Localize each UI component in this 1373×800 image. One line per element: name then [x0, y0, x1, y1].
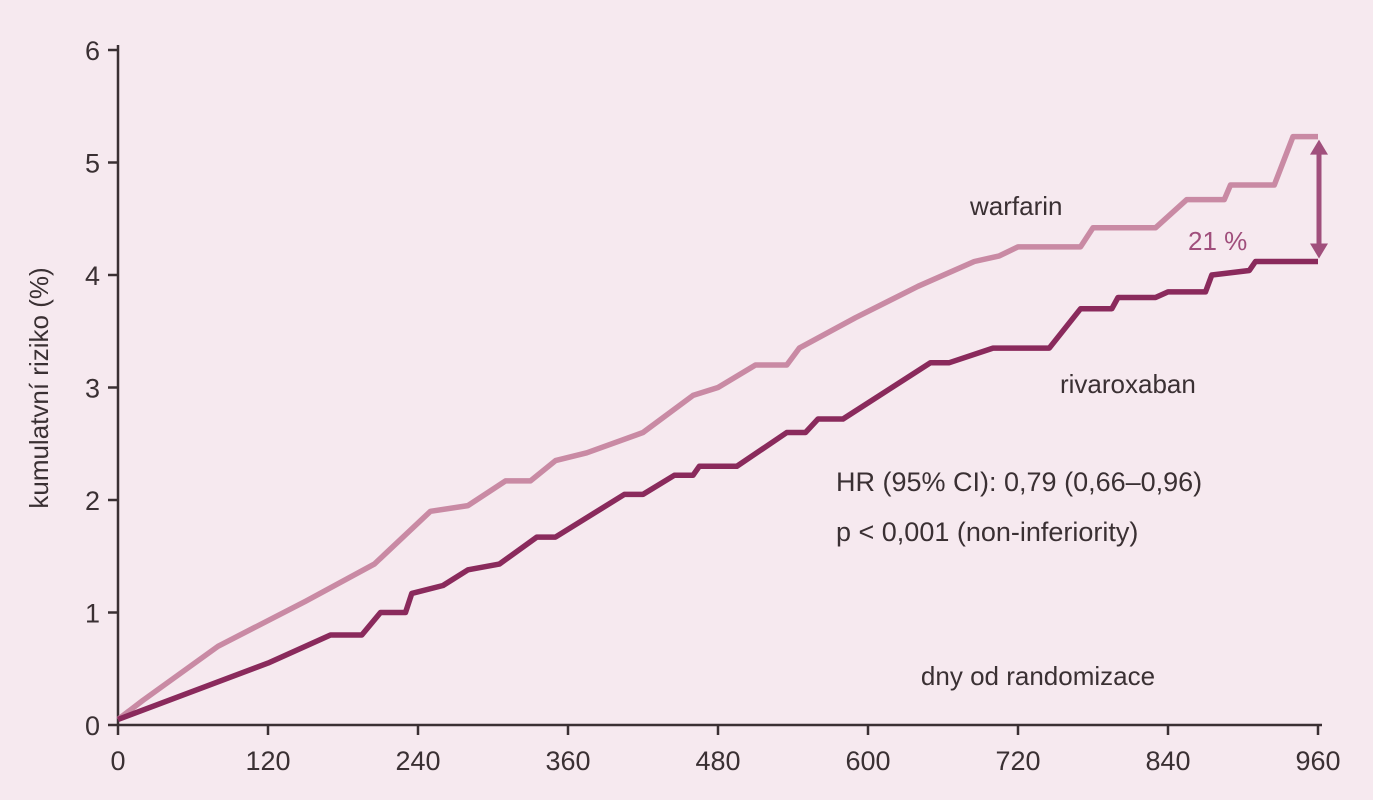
series-line-warfarin: [116, 133, 1318, 722]
x-tick-label: 720: [995, 746, 1040, 776]
difference-label: 21 %: [1188, 226, 1247, 256]
x-tick-label: 360: [545, 746, 590, 776]
y-tick-label: 4: [85, 261, 100, 291]
difference-arrow-head-up: [1310, 139, 1328, 155]
series-label-warfarin: warfarin: [969, 191, 1062, 221]
y-tick-label: 5: [85, 149, 100, 179]
y-tick-label: 3: [85, 374, 100, 404]
hazard-ratio-text: HR (95% CI): 0,79 (0,66–0,96): [836, 467, 1202, 497]
x-tick-label: 240: [395, 746, 440, 776]
difference-marker: [1310, 139, 1328, 259]
p-value-text: p < 0,001 (non-inferiority): [836, 517, 1138, 547]
series-line-rivaroxaban: [117, 258, 1318, 722]
difference-arrow-head-down: [1310, 243, 1328, 259]
x-tick-label: 840: [1145, 746, 1190, 776]
x-tick-label: 960: [1295, 746, 1340, 776]
x-tick-label: 0: [110, 746, 125, 776]
axes: 0 120 240 360 480 600 720 840 960 0 1 2 3 4 5 6: [85, 36, 1341, 776]
y-tick-label: 0: [85, 711, 100, 741]
x-axis-title: dny od randomizace: [921, 661, 1155, 691]
y-tick-label: 6: [85, 36, 100, 66]
y-tick-label: 2: [85, 486, 100, 516]
x-tick-label: 600: [845, 746, 890, 776]
y-tick-label: 1: [85, 599, 100, 629]
y-axis-title: kumulatvní riziko (%): [24, 267, 54, 508]
x-tick-label: 120: [245, 746, 290, 776]
x-tick-label: 480: [695, 746, 740, 776]
series-lines: [116, 133, 1318, 722]
series-label-rivaroxaban: rivaroxaban: [1060, 369, 1196, 399]
